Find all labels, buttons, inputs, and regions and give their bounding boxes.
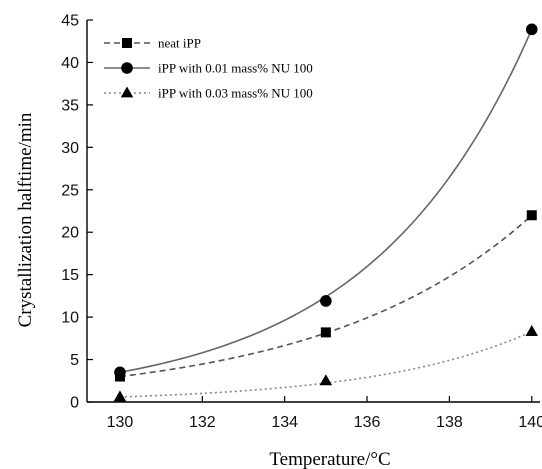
y-tick-label: 5 xyxy=(70,352,79,369)
plot-area xyxy=(86,20,540,403)
legend: neat iPP iPP with 0.01 mass% NU 100 iPP wi… xyxy=(104,36,313,101)
y-tick-label: 40 xyxy=(61,55,79,72)
y-tick-label: 20 xyxy=(61,225,79,242)
data-point-triangle xyxy=(525,325,539,336)
legend-label: iPP with 0.03 mass% NU 100 xyxy=(158,86,313,101)
axis-ticks: 0 5 10 15 20 25 30 35 40 45 130 132 134 136 138 140 xyxy=(61,13,542,432)
y-axis-title: Crystallization halftime/min xyxy=(15,112,36,327)
y-tick-label: 45 xyxy=(61,13,79,30)
x-tick-label: 136 xyxy=(354,414,381,431)
x-axis-title: Temperature/°C xyxy=(269,449,390,469)
legend-item: iPP with 0.01 mass% NU 100 xyxy=(104,61,313,76)
legend-label: iPP with 0.01 mass% NU 100 xyxy=(158,61,313,76)
data-point-square xyxy=(320,327,331,338)
x-tick-label: 130 xyxy=(107,414,134,431)
legend-marker-circle xyxy=(121,62,133,74)
x-tick-label: 132 xyxy=(189,414,216,431)
data-point-triangle xyxy=(113,390,127,402)
y-tick-label: 25 xyxy=(61,182,79,199)
series-layer xyxy=(113,23,539,402)
legend-item: neat iPP xyxy=(104,36,201,51)
y-tick-label: 15 xyxy=(61,267,79,284)
x-tick-label: 138 xyxy=(436,414,463,431)
data-point-triangle xyxy=(319,374,333,386)
legend-marker-triangle xyxy=(120,86,134,98)
y-tick-label: 10 xyxy=(61,310,79,327)
series-line xyxy=(119,29,533,374)
x-tick-label: 134 xyxy=(271,414,298,431)
series-triangle xyxy=(113,325,539,402)
series-line xyxy=(119,330,533,398)
data-point-circle xyxy=(114,366,126,379)
series-circle xyxy=(114,23,538,379)
y-tick-label: 35 xyxy=(61,97,79,114)
y-tick-label: 30 xyxy=(61,140,79,157)
data-point-circle xyxy=(525,23,538,36)
data-point-square xyxy=(526,210,537,221)
y-tick-label: 0 xyxy=(70,395,79,412)
x-tick-label: 140 xyxy=(518,414,542,431)
data-point-circle xyxy=(320,295,332,307)
legend-label: neat iPP xyxy=(158,36,201,51)
legend-marker-square xyxy=(122,38,132,48)
legend-item: iPP with 0.03 mass% NU 100 xyxy=(104,86,313,101)
